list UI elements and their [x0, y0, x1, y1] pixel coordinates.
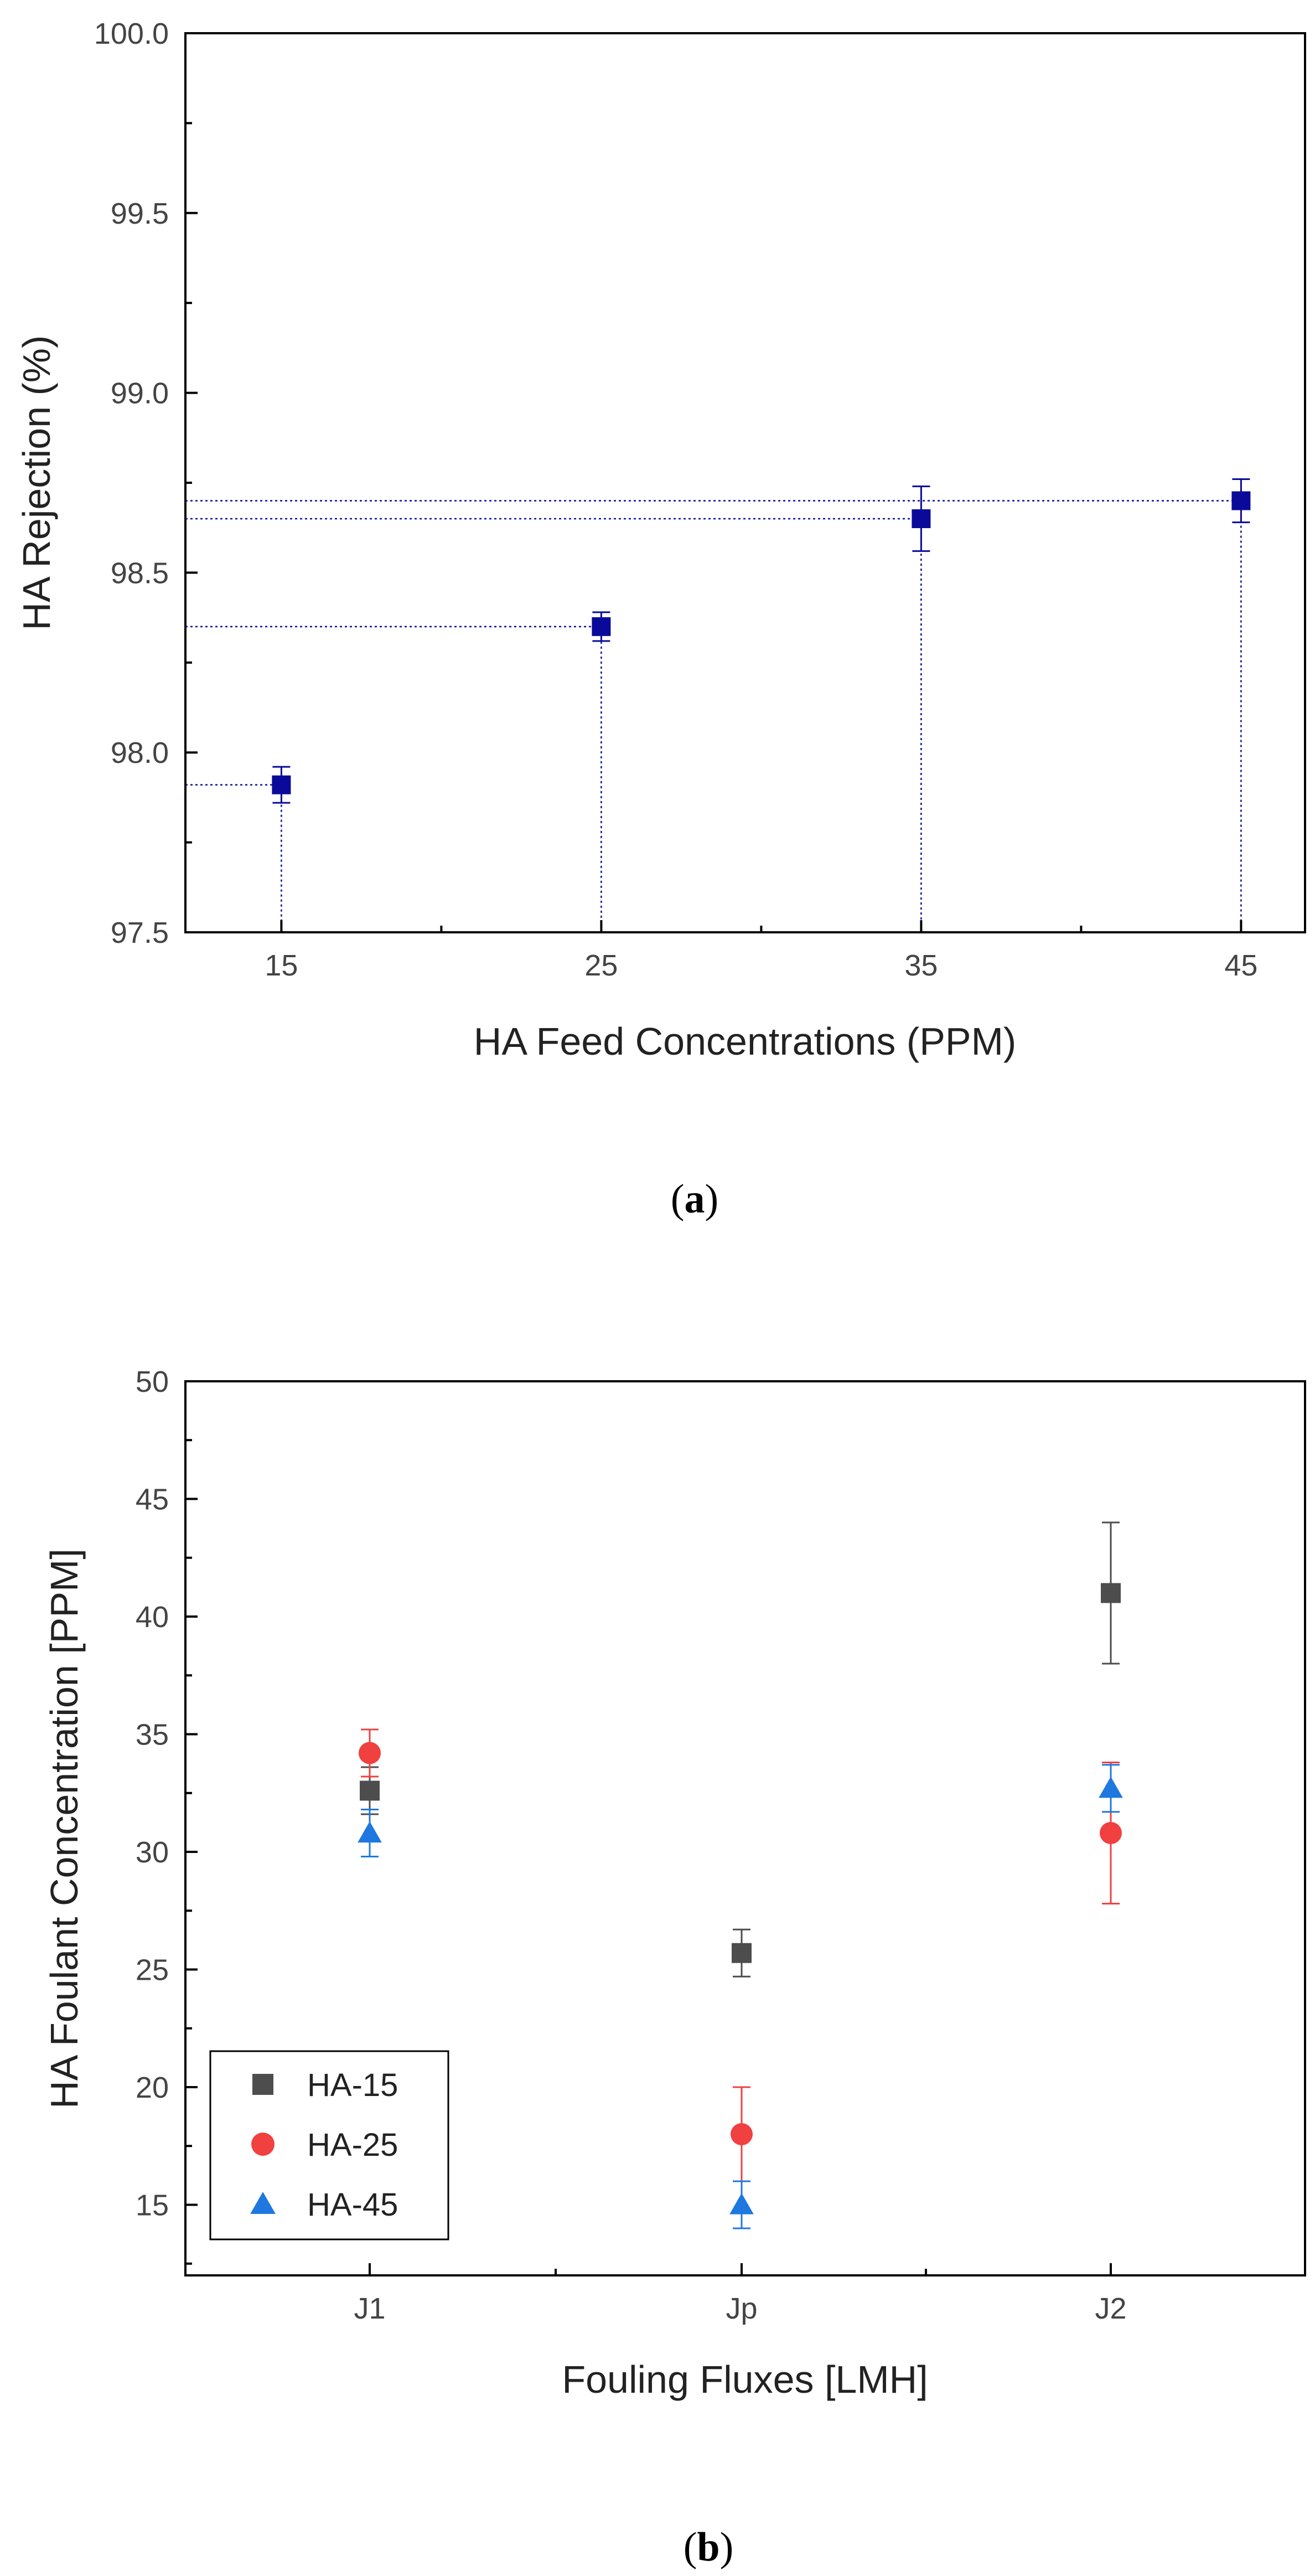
- ha-25-point-Jp: [731, 2123, 753, 2145]
- x-tick-label-45: 45: [1224, 949, 1257, 982]
- y-tick-label-50: 50: [136, 1365, 169, 1398]
- legend-marker-ha-15: [252, 2074, 273, 2095]
- ha-15-point-J2: [1101, 1583, 1121, 1603]
- data-point-45: [1231, 491, 1251, 510]
- y-tick-label-15: 15: [136, 2189, 169, 2222]
- legend-item-ha-45: HA-45: [250, 2187, 398, 2223]
- chart-b-panel-label: (b): [684, 2525, 733, 2570]
- chart-b-markers: [358, 1521, 1123, 2229]
- ha-25-point-J1: [359, 1742, 381, 1764]
- chart-b-plot-frame: [184, 1380, 1306, 2276]
- x-tick-label-J1: J1: [354, 2292, 385, 2325]
- x-tick-label-15: 15: [265, 949, 298, 982]
- chart-a-y-axis-title: HA Rejection (%): [15, 335, 58, 631]
- y-tick-label-0: 97.5: [111, 916, 169, 949]
- data-point-25: [592, 617, 611, 636]
- data-point-35: [912, 509, 931, 528]
- legend-item-ha-25: HA-25: [251, 2127, 398, 2163]
- chart-a-panel-label: (a): [671, 1176, 718, 1222]
- x-tick-label-J2: J2: [1095, 2292, 1126, 2325]
- ha-45-point-Jp: [729, 2193, 754, 2214]
- chart-a-markers: [272, 478, 1251, 804]
- chart-b-x-axis-title: Fouling Fluxes [LMH]: [562, 2358, 928, 2401]
- legend-marker-ha-45: [250, 2191, 276, 2214]
- y-tick-label-3: 99.0: [111, 377, 169, 410]
- data-point-15: [272, 775, 291, 794]
- y-tick-label-1: 98.0: [111, 736, 169, 770]
- y-tick-label-40: 40: [136, 1601, 169, 1634]
- chart-b-y-axis-title: HA Foulant Concentration [PPM]: [43, 1548, 86, 2109]
- ha-25-point-J2: [1100, 1822, 1122, 1844]
- ha-15-point-J1: [360, 1780, 380, 1801]
- x-tick-label-Jp: Jp: [726, 2292, 757, 2325]
- ha-15-point-Jp: [732, 1943, 752, 1963]
- chart-b: J1 Jp J2 15 20 25 30 35 40 45 50 Fouling Fluxes [L…: [43, 1365, 1306, 2570]
- x-tick-label-35: 35: [904, 949, 938, 982]
- y-tick-label-4: 99.5: [111, 197, 169, 230]
- ha-45-point-J2: [1099, 1777, 1123, 1798]
- chart-a-plot-frame: [184, 32, 1306, 933]
- chart-b-legend: HA-15 HA-25 HA-45: [209, 2050, 449, 2241]
- y-tick-label-2: 98.5: [111, 556, 169, 590]
- chart-a-panel-letter: a: [685, 1176, 705, 1222]
- y-tick-label-45: 45: [136, 1483, 169, 1516]
- chart-a-ticks: 15 25 35 45 97.5 98.0 98.5 99.0 99.5 100.0: [94, 17, 1258, 982]
- chart-b-ticks: J1 Jp J2 15 20 25 30 35 40 45 50: [136, 1365, 1127, 2325]
- chart-a: 15 25 35 45 97.5 98.0 98.5 99.0 99.5 100.0 HA Fee…: [15, 17, 1306, 1222]
- y-tick-label-20: 20: [136, 2071, 169, 2104]
- y-tick-label-35: 35: [136, 1718, 169, 1752]
- y-tick-label-30: 30: [136, 1836, 169, 1869]
- legend-label-ha-45: HA-45: [307, 2187, 398, 2223]
- x-tick-label-25: 25: [584, 949, 618, 982]
- legend-item-ha-15: HA-15: [252, 2067, 398, 2103]
- legend-label-ha-25: HA-25: [307, 2127, 398, 2163]
- y-tick-label-25: 25: [136, 1954, 169, 1987]
- legend-box: [209, 2050, 449, 2241]
- legend-marker-ha-25: [251, 2133, 275, 2156]
- y-tick-label-5: 100.0: [94, 17, 169, 50]
- ha-45-point-J1: [358, 1821, 382, 1843]
- chart-a-x-axis-title: HA Feed Concentrations (PPM): [474, 1020, 1016, 1063]
- legend-label-ha-15: HA-15: [307, 2067, 398, 2103]
- chart-b-panel-letter: b: [697, 2525, 719, 2570]
- chart-a-drop-lines: [185, 500, 1242, 932]
